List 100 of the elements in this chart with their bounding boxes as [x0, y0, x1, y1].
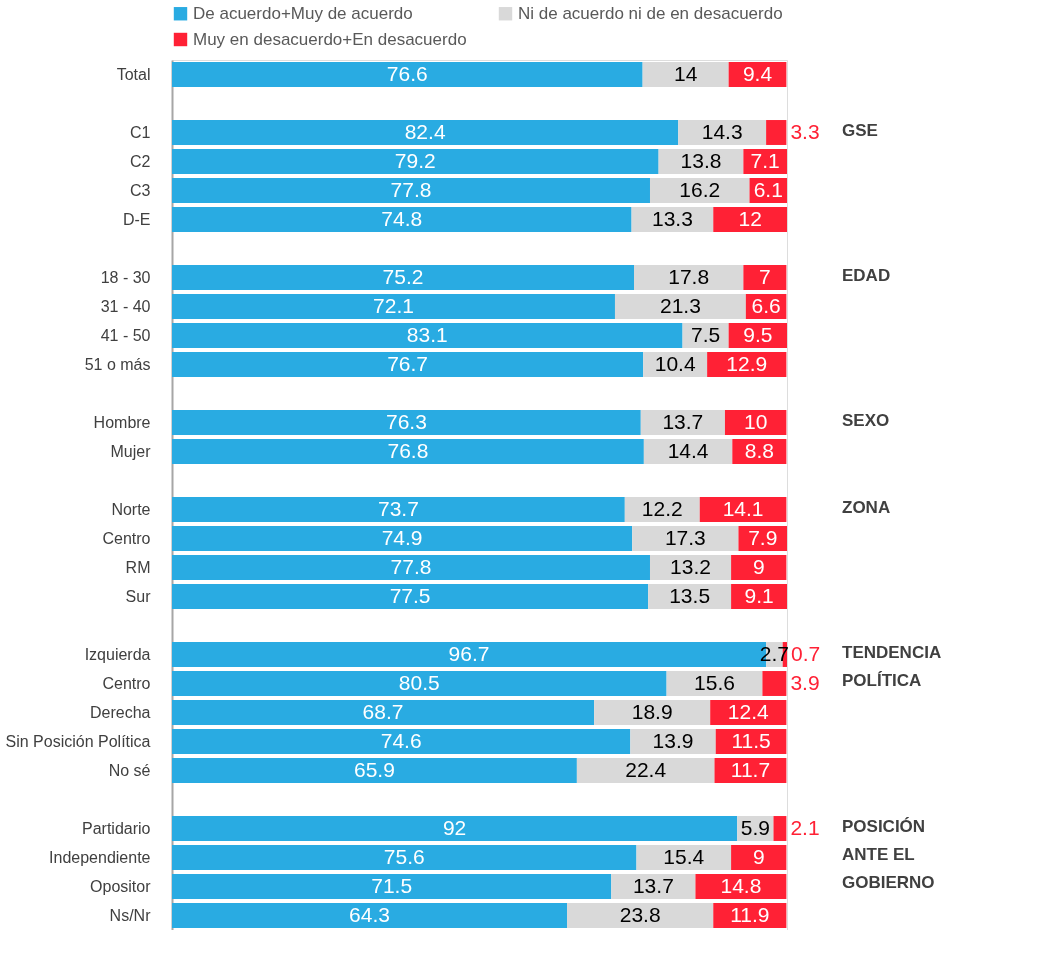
- data-label: 73.7: [377, 496, 419, 520]
- data-label: 10: [743, 409, 768, 433]
- data-label: 12.2: [641, 496, 683, 520]
- data-label: 13.2: [670, 554, 711, 578]
- data-label: 79.2: [394, 148, 436, 172]
- data-label: 16.2: [679, 177, 721, 201]
- data-label: 14: [673, 61, 698, 85]
- bar: [643, 439, 733, 464]
- data-label: 3.9: [790, 670, 820, 694]
- data-label: 65.9: [354, 757, 395, 781]
- legend-label: Ni de acuerdo ni de en desacuerdo: [518, 3, 783, 23]
- data-label: 75.2: [382, 264, 424, 288]
- data-label: 9.4: [742, 61, 773, 85]
- data-label: 96.7: [448, 641, 490, 665]
- y-tick-label: D-E: [122, 210, 151, 228]
- data-label: 6.1: [753, 177, 783, 201]
- data-label: 21.3: [659, 293, 701, 317]
- bar: [762, 671, 787, 696]
- bar: [172, 120, 679, 145]
- bar: [743, 265, 787, 290]
- data-label: 76.8: [387, 438, 429, 462]
- text: ZONA: [842, 497, 891, 517]
- text: GSE: [842, 120, 878, 140]
- data-label: 71.5: [371, 873, 413, 897]
- data-label: 7.9: [748, 525, 778, 549]
- data-label: 83.1: [406, 322, 448, 346]
- data-label: 13.5: [669, 583, 711, 607]
- data-label: 12: [738, 206, 762, 230]
- data-label: 6.6: [751, 293, 781, 317]
- bar: [172, 265, 635, 290]
- data-label: 17.8: [668, 264, 710, 288]
- y-tick-label: C3: [130, 181, 151, 199]
- data-label: 11.7: [730, 757, 771, 781]
- bar: [172, 555, 650, 580]
- text: POSICIÓN ANTE EL GOBIERNO: [842, 816, 935, 892]
- bar: [731, 555, 787, 580]
- data-label: 14.4: [667, 438, 709, 462]
- data-label: 74.8: [381, 206, 423, 230]
- y-tick-label: Centro: [102, 529, 151, 547]
- data-label: 13.9: [652, 728, 694, 752]
- bar: [731, 845, 787, 870]
- y-tick-label: 41 - 50: [100, 326, 151, 344]
- bar: [172, 294, 615, 319]
- data-label: 15.6: [694, 670, 735, 694]
- data-label: 7.5: [690, 322, 721, 346]
- y-tick-label: Independiente: [49, 848, 151, 866]
- bar: [172, 323, 683, 348]
- data-label: 76.6: [386, 61, 428, 85]
- data-label: 2.1: [790, 815, 820, 839]
- bar: [773, 816, 787, 841]
- y-tick-label: C2: [130, 152, 151, 170]
- data-label: 64.3: [349, 902, 390, 926]
- bar: [172, 816, 738, 841]
- data-label: 68.7: [362, 699, 404, 723]
- data-label: 12.4: [727, 699, 770, 723]
- text: EDAD: [842, 265, 891, 285]
- y-tick-label: C1: [130, 123, 151, 141]
- bar: [172, 584, 649, 609]
- text: TENDENCIA POLÍTICA: [842, 642, 942, 690]
- bar: [632, 526, 739, 551]
- y-tick-label: No sé: [108, 761, 151, 779]
- bar: [614, 294, 746, 319]
- data-label: 9: [752, 554, 765, 578]
- data-label: 18.9: [631, 699, 673, 723]
- data-label: 9: [752, 844, 765, 868]
- data-label: 13.7: [632, 873, 674, 897]
- bar: [594, 700, 711, 725]
- bar: [678, 120, 767, 145]
- data-label: 9.5: [743, 322, 773, 346]
- y-tick-label: Opositor: [90, 877, 152, 895]
- bar: [172, 62, 643, 87]
- bar: [172, 178, 650, 203]
- data-label: 14.3: [701, 119, 743, 143]
- bar: [172, 758, 577, 783]
- y-tick-label: Norte: [111, 500, 151, 518]
- y-tick-label: Mujer: [110, 442, 152, 460]
- data-label: 77.5: [389, 583, 431, 607]
- data-label: 77.8: [390, 177, 432, 201]
- bar: [172, 526, 633, 551]
- y-tick-label: Sur: [125, 587, 152, 605]
- bar: [611, 874, 696, 899]
- data-label: 0.7: [791, 641, 821, 665]
- data-label: 75.6: [383, 844, 425, 868]
- bar: [172, 874, 612, 899]
- text: SEXO: [842, 410, 890, 430]
- bar: [172, 149, 659, 174]
- y-tick-label: Partidario: [82, 819, 151, 837]
- bar: [649, 178, 750, 203]
- y-tick-label: Total: [116, 65, 151, 83]
- bar: [713, 207, 787, 232]
- y-tick-label: Hombre: [93, 413, 151, 431]
- data-label: 74.9: [381, 525, 423, 549]
- y-tick-label: 51 o más: [84, 355, 151, 373]
- bar: [640, 410, 725, 435]
- bar: [634, 265, 744, 290]
- bar: [699, 497, 787, 522]
- bar: [172, 497, 625, 522]
- y-tick-label: RM: [125, 558, 151, 576]
- bar: [636, 845, 732, 870]
- data-label: 23.8: [619, 902, 661, 926]
